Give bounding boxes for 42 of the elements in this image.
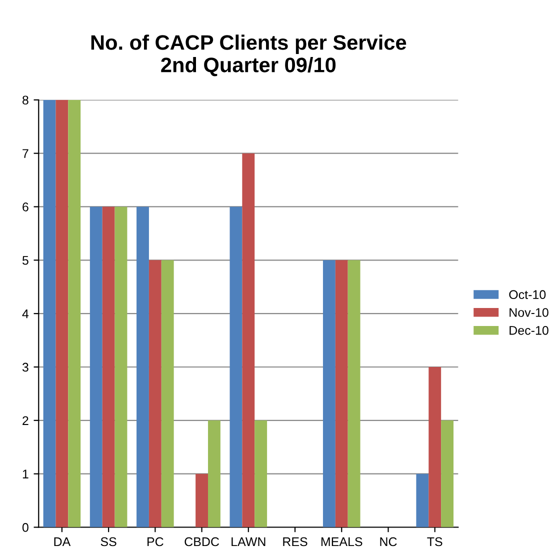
y-tick-label: 4 [22,310,29,318]
x-tick-label: TS [427,537,442,546]
y-tick-label: 6 [22,202,28,212]
bar [441,420,454,528]
x-tick-label: SS [100,537,116,546]
bar [348,260,360,528]
bar [90,206,102,528]
x-tick-label: NC [380,537,397,546]
bar [428,366,442,528]
bar [43,100,56,528]
bar [416,474,429,528]
x-tick-label: MEALS [321,537,362,546]
bar [161,260,174,528]
bar [114,206,128,528]
legend-label: Oct-10 [509,290,546,300]
x-tick-label: DA [54,537,71,546]
bar [242,153,255,528]
y-tick-label: 1 [22,470,28,478]
legend-label: Dec-10 [510,326,548,335]
bar [148,260,162,528]
bar [136,206,149,528]
bar [230,206,242,528]
y-tick-label: 2 [22,416,28,425]
y-tick-label: 7 [22,149,28,158]
x-tick-label: LAWN [232,537,266,546]
y-tick-label: 8 [22,96,28,105]
x-tick-label: RES [283,537,308,546]
x-tick-label: CBDC [184,537,220,546]
bar [335,260,348,528]
y-tick-label: 5 [22,256,28,265]
y-tick-label: 0 [22,523,28,532]
chart-title: No. of CACP Clients per Service 2nd Quarter 09/10 [91,34,406,76]
bar [68,100,81,528]
bar [196,474,208,528]
x-tick-label: PC [148,537,164,546]
y-tick-label: 3 [22,362,28,372]
bar [56,100,68,528]
bar [102,206,115,528]
bar [322,260,336,528]
legend-label: Nov-10 [510,308,548,317]
bar [254,420,268,528]
bar [208,420,220,528]
